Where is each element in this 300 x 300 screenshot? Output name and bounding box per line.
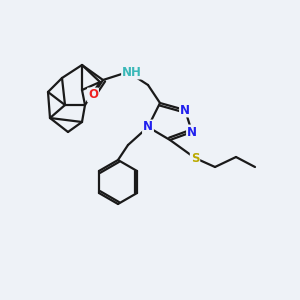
Text: N: N: [187, 125, 197, 139]
Text: O: O: [88, 88, 98, 101]
Text: S: S: [191, 152, 199, 164]
Text: N: N: [180, 103, 190, 116]
Text: N: N: [143, 121, 153, 134]
Text: NH: NH: [122, 65, 142, 79]
